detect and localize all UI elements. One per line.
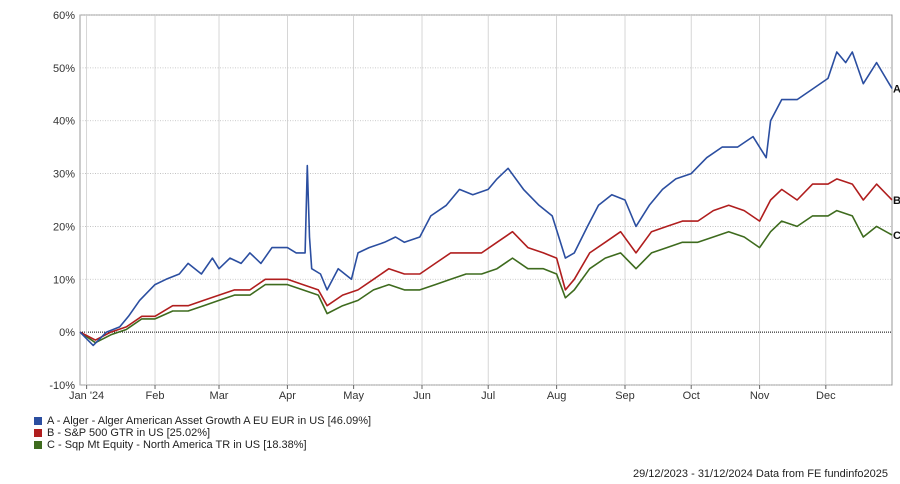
legend-label: A - Alger - Alger American Asset Growth … xyxy=(47,415,372,427)
y-tick-label: 50% xyxy=(53,63,75,75)
performance-chart: 60% 50% 40% 30% 20% 10% 0% -10% Jan '24 Feb Mar Ap… xyxy=(49,10,900,402)
x-tick-label: Feb xyxy=(146,390,165,402)
series-end-label-C: C xyxy=(893,230,900,242)
x-tick-label: Jan '24 xyxy=(69,390,104,402)
series-line-C xyxy=(79,209,893,344)
legend-swatch xyxy=(34,441,42,449)
legend-swatch xyxy=(34,417,42,425)
legend-item: C - Sqp Mt Equity - North America TR in … xyxy=(34,439,371,451)
x-tick-label: Apr xyxy=(279,390,296,402)
x-tick-label: Jun xyxy=(413,390,431,402)
series-end-label-B: B xyxy=(893,195,900,207)
x-tick-label: Oct xyxy=(683,390,700,402)
legend-item: A - Alger - Alger American Asset Growth … xyxy=(34,415,371,427)
series-line-B xyxy=(79,178,893,341)
y-tick-label: 30% xyxy=(53,169,75,181)
y-axis: 60% 50% 40% 30% 20% 10% 0% -10% xyxy=(49,10,75,392)
legend-item: B - S&P 500 GTR in US [25.02%] xyxy=(34,427,371,439)
y-tick-label: 40% xyxy=(53,116,75,128)
legend-swatch xyxy=(34,429,42,437)
legend: A - Alger - Alger American Asset Growth … xyxy=(34,415,371,451)
y-tick-label: 60% xyxy=(53,10,75,22)
y-tick-label: -10% xyxy=(49,380,75,392)
series-line-A xyxy=(79,51,893,347)
legend-label: B - S&P 500 GTR in US [25.02%] xyxy=(47,427,211,439)
y-tick-label: 10% xyxy=(53,274,75,286)
x-tick-label: Aug xyxy=(547,390,567,402)
x-tick-label: Jul xyxy=(481,390,495,402)
grid-lines xyxy=(79,14,893,386)
x-tick-label: Nov xyxy=(750,390,770,402)
x-tick-label: Mar xyxy=(210,390,229,402)
x-tick-label: Dec xyxy=(816,390,836,402)
x-tick-label: May xyxy=(343,390,364,402)
series-lines xyxy=(79,51,893,347)
legend-label: C - Sqp Mt Equity - North America TR in … xyxy=(47,439,307,451)
y-tick-label: 20% xyxy=(53,221,75,233)
x-axis: Jan '24 Feb Mar Apr May Jun Jul Aug Sep Oct Nov Dec xyxy=(69,385,836,402)
footer-source: 29/12/2023 - 31/12/2024 Data from FE fun… xyxy=(632,468,888,480)
series-end-labels: A B C xyxy=(893,84,900,242)
series-end-label-A: A xyxy=(893,84,900,96)
x-tick-label: Sep xyxy=(615,390,635,402)
y-tick-label: 0% xyxy=(59,327,75,339)
